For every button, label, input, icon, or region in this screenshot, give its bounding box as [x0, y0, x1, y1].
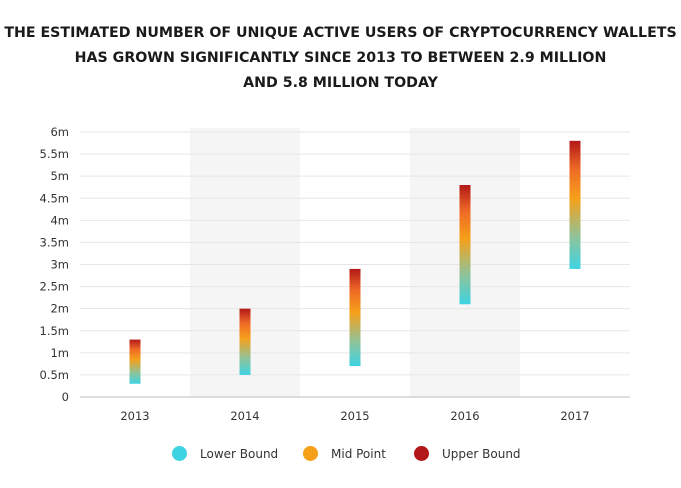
y-tick-label: 0	[62, 390, 69, 404]
x-tick-label: 2015	[340, 409, 369, 423]
legend-label-upper: Upper Bound	[442, 446, 521, 461]
y-tick-label: 6m	[50, 125, 69, 139]
title-line-1: THE ESTIMATED NUMBER OF UNIQUE ACTIVE US…	[4, 25, 677, 41]
x-tick-label: 2013	[120, 409, 149, 423]
y-tick-label: 2m	[50, 302, 69, 316]
title-line-3: AND 5.8 MILLION TODAY	[243, 75, 438, 91]
category-bands	[190, 128, 520, 397]
title-line-2: HAS GROWN SIGNIFICANTLY SINCE 2013 TO BE…	[74, 50, 607, 66]
x-axis-ticks: 2013 2014 2015 2016 2017	[120, 409, 589, 423]
y-tick-label: 1m	[50, 346, 69, 360]
y-tick-label: 3m	[50, 258, 69, 272]
y-tick-label: 1.5m	[40, 324, 70, 338]
mid-point-swatch	[303, 446, 318, 461]
x-tick-label: 2017	[560, 409, 589, 423]
y-tick-label: 5.5m	[40, 147, 70, 161]
x-tick-label: 2014	[230, 409, 259, 423]
legend-item-lower: Lower Bound	[172, 446, 278, 461]
range-bar-2016	[459, 185, 471, 305]
range-bar-2013	[129, 339, 141, 384]
y-axis-ticks: 0 0.5m 1m 1.5m 2m 2.5m 3m 3.5m 4m 4.5m 5m 5.5m 6m	[40, 125, 70, 404]
upper-bound-swatch	[414, 446, 429, 461]
x-tick-label: 2016	[450, 409, 479, 423]
range-bar-2015	[349, 268, 361, 367]
y-tick-label: 2.5m	[40, 280, 70, 294]
range-bar-2017	[569, 140, 581, 269]
y-tick-label: 4.5m	[40, 191, 70, 205]
range-bar-2014	[239, 308, 251, 375]
range-bars	[129, 140, 581, 384]
legend-label-mid: Mid Point	[331, 446, 386, 461]
chart-title: THE ESTIMATED NUMBER OF UNIQUE ACTIVE US…	[0, 21, 681, 96]
legend-item-mid: Mid Point	[303, 446, 386, 461]
legend: Lower Bound Mid Point Upper Bound	[0, 446, 681, 468]
lower-bound-swatch	[172, 446, 187, 461]
legend-item-upper: Upper Bound	[414, 446, 521, 461]
y-tick-label: 5m	[50, 169, 69, 183]
range-bar-chart: 0 0.5m 1m 1.5m 2m 2.5m 3m 3.5m 4m 4.5m 5m 5.5m 6m 20…	[40, 125, 630, 423]
legend-label-lower: Lower Bound	[200, 446, 279, 461]
y-tick-label: 3.5m	[40, 235, 70, 249]
y-tick-label: 4m	[50, 213, 69, 227]
y-tick-label: 0.5m	[40, 368, 70, 382]
